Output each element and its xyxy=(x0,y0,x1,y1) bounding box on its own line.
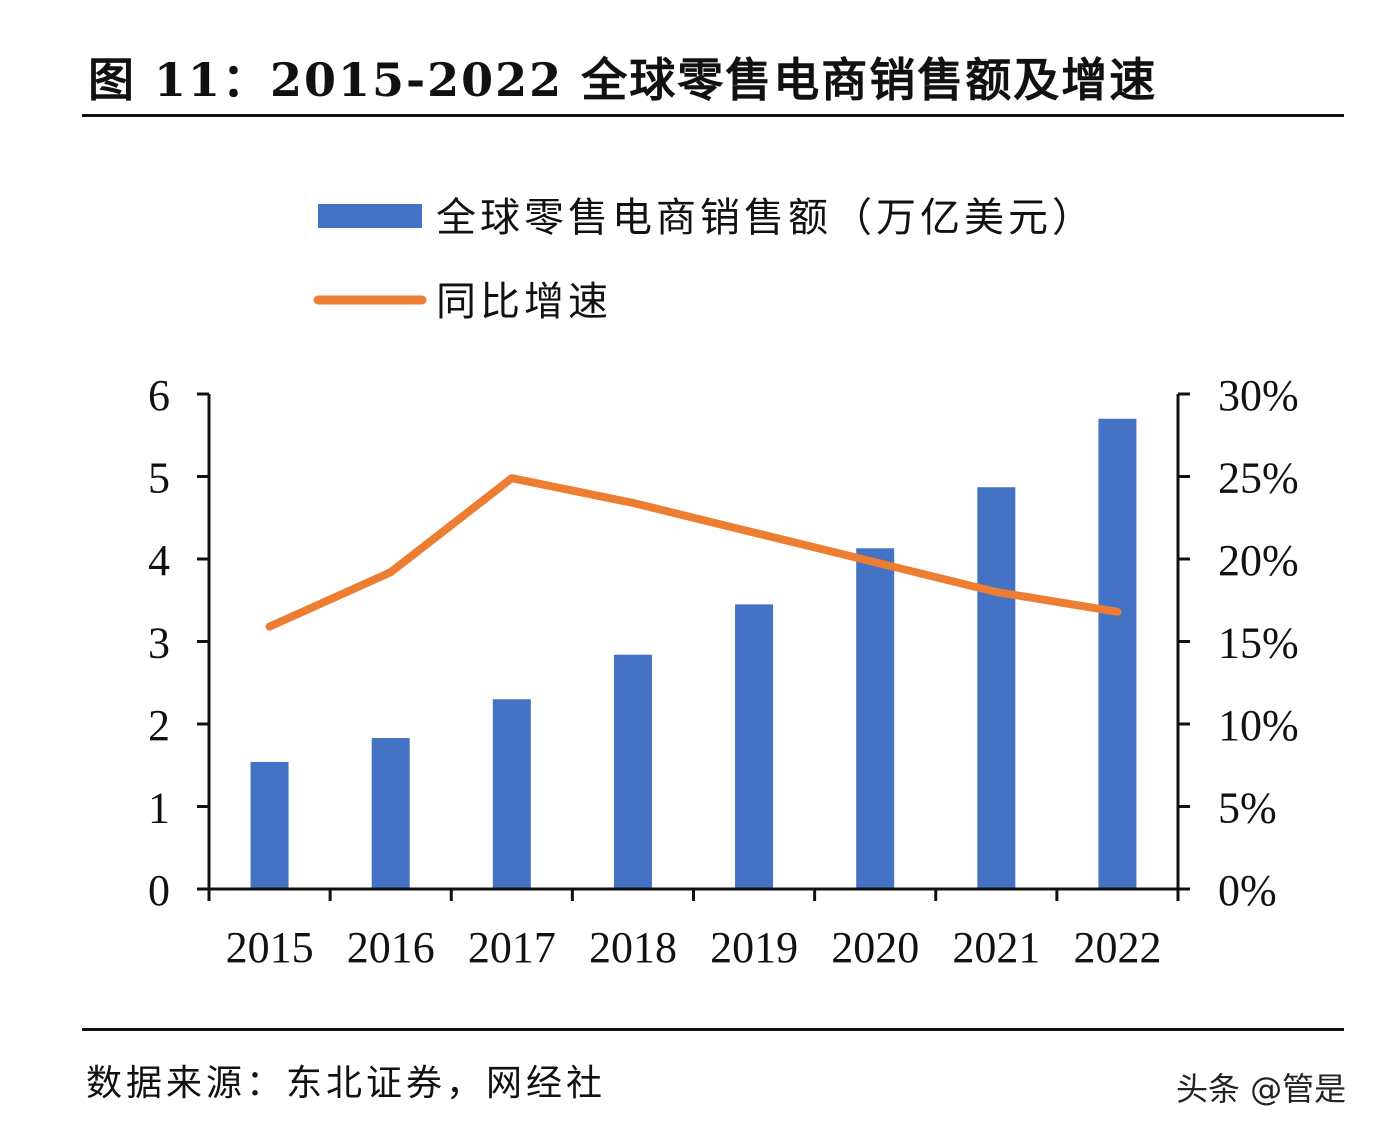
right-tick-label: 30% xyxy=(1218,371,1299,420)
x-tick-label: 2017 xyxy=(468,923,556,972)
bar-2015 xyxy=(250,761,289,889)
right-tick-label: 15% xyxy=(1218,619,1299,668)
right-tick-label: 25% xyxy=(1218,454,1299,503)
left-tick-label: 0 xyxy=(148,866,170,915)
right-tick-label: 5% xyxy=(1218,784,1277,833)
figure-title: 图 11：2015-2022 全球零售电商销售额及增速 xyxy=(88,53,1158,107)
left-tick-label: 3 xyxy=(148,619,170,668)
left-tick-label: 4 xyxy=(148,536,170,585)
x-tick-label: 2015 xyxy=(226,923,314,972)
x-tick-label: 2022 xyxy=(1073,923,1161,972)
bar-2022 xyxy=(1098,418,1137,889)
bar-2020 xyxy=(856,548,895,889)
left-tick-label: 1 xyxy=(148,784,170,833)
x-tick-label: 2016 xyxy=(347,923,435,972)
left-tick-label: 2 xyxy=(148,701,170,750)
bar-2017 xyxy=(492,699,531,889)
right-tick-label: 0% xyxy=(1218,866,1277,915)
legend-bar-swatch xyxy=(318,204,422,228)
source-note: 数据来源：东北证券，网经社 xyxy=(86,1063,607,1104)
right-tick-label: 20% xyxy=(1218,536,1299,585)
bar-2018 xyxy=(613,654,652,889)
legend-line-label: 同比增速 xyxy=(436,279,612,324)
growth-line xyxy=(265,474,1122,631)
right-tick-label: 10% xyxy=(1218,701,1299,750)
x-tick-label: 2021 xyxy=(952,923,1040,972)
bar-2021 xyxy=(977,487,1016,889)
watermark: 头条 @管是 xyxy=(1176,1070,1347,1108)
left-tick-label: 5 xyxy=(148,454,170,503)
bar-2019 xyxy=(735,604,774,889)
legend-bar-label: 全球零售电商销售额（万亿美元） xyxy=(436,195,1096,240)
x-tick-label: 2019 xyxy=(710,923,798,972)
left-tick-label: 6 xyxy=(148,371,170,420)
x-tick-label: 2018 xyxy=(589,923,677,972)
bottom-rule xyxy=(82,1028,1344,1031)
top-rule xyxy=(82,114,1344,117)
x-tick-label: 2020 xyxy=(831,923,919,972)
bar-2016 xyxy=(371,738,410,889)
